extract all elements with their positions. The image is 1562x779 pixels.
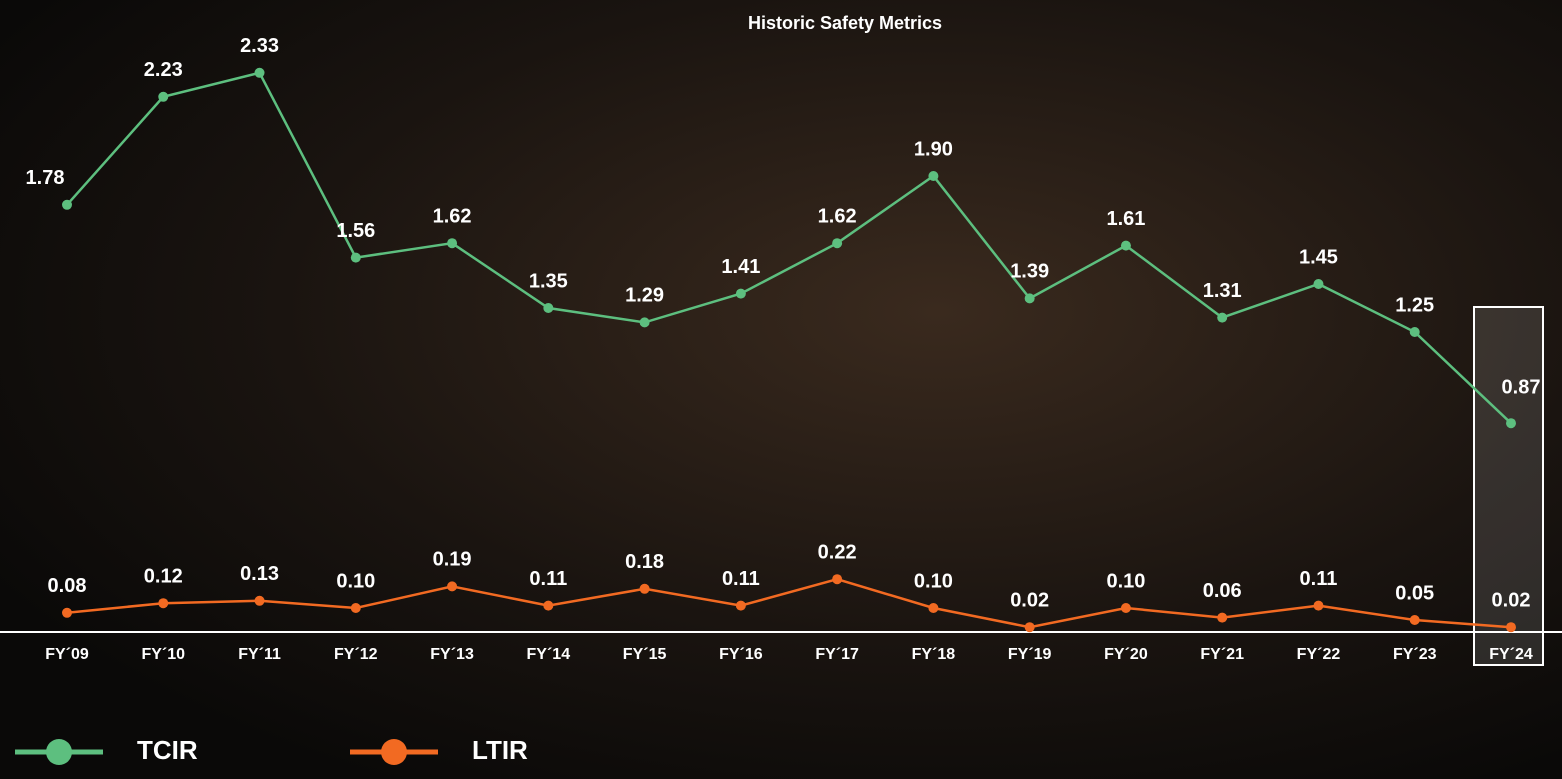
data-label: 2.23 bbox=[144, 59, 183, 81]
data-point bbox=[1025, 293, 1035, 303]
data-point bbox=[447, 238, 457, 248]
legend-marker bbox=[46, 739, 72, 765]
x-tick-label: FY´15 bbox=[623, 646, 667, 663]
data-label: 1.61 bbox=[1106, 208, 1145, 230]
x-tick-label: FY´18 bbox=[912, 646, 956, 663]
x-tick-label: FY´24 bbox=[1489, 646, 1533, 663]
chart-title: Historic Safety Metrics bbox=[748, 13, 942, 33]
data-point bbox=[158, 598, 168, 608]
x-tick-label: FY´14 bbox=[527, 646, 571, 663]
data-label: 1.39 bbox=[1010, 261, 1049, 283]
data-label: 0.02 bbox=[1010, 589, 1049, 611]
data-point bbox=[158, 92, 168, 102]
x-tick-label: FY´17 bbox=[815, 646, 859, 663]
data-point bbox=[928, 603, 938, 613]
data-label: 0.11 bbox=[1300, 568, 1338, 590]
legend-label: LTIR bbox=[472, 735, 528, 765]
data-label: 0.13 bbox=[240, 563, 279, 585]
data-point bbox=[62, 608, 72, 618]
data-point bbox=[1506, 418, 1516, 428]
data-label: 1.56 bbox=[336, 220, 375, 242]
x-tick-label: FY´09 bbox=[45, 646, 89, 663]
data-point bbox=[1313, 279, 1323, 289]
data-point bbox=[1217, 613, 1227, 623]
page: Historic Safety Metrics FY´09 FY´10 FY´11 F… bbox=[0, 0, 1562, 779]
data-point bbox=[351, 253, 361, 263]
data-label: 0.08 bbox=[48, 575, 87, 597]
data-point bbox=[928, 171, 938, 181]
x-tick-label: FY´19 bbox=[1008, 646, 1052, 663]
data-point bbox=[1121, 603, 1131, 613]
data-label: 1.29 bbox=[625, 285, 664, 307]
data-point bbox=[640, 584, 650, 594]
data-label: 0.87 bbox=[1502, 376, 1541, 398]
data-label: 0.11 bbox=[529, 568, 567, 590]
data-label: 0.12 bbox=[144, 565, 183, 587]
data-label: 1.31 bbox=[1203, 280, 1242, 302]
data-label: 0.02 bbox=[1492, 589, 1531, 611]
legend-label: TCIR bbox=[137, 735, 198, 765]
data-label: 1.25 bbox=[1395, 294, 1434, 316]
data-label: 1.62 bbox=[818, 205, 857, 227]
data-label: 0.06 bbox=[1203, 580, 1242, 602]
data-label: 2.33 bbox=[240, 35, 279, 57]
data-label: 0.10 bbox=[914, 570, 953, 592]
data-label: 0.18 bbox=[625, 551, 664, 573]
data-point bbox=[736, 289, 746, 299]
data-point bbox=[255, 68, 265, 78]
data-point bbox=[543, 601, 553, 611]
data-label: 0.10 bbox=[336, 570, 375, 592]
data-point bbox=[543, 303, 553, 313]
legend-marker bbox=[381, 739, 407, 765]
data-point bbox=[1217, 313, 1227, 323]
data-point bbox=[832, 238, 842, 248]
x-tick-label: FY´11 bbox=[238, 646, 281, 663]
data-point bbox=[447, 581, 457, 591]
data-point bbox=[351, 603, 361, 613]
chart: Historic Safety Metrics FY´09 FY´10 FY´11 F… bbox=[0, 0, 1562, 779]
data-label: 1.35 bbox=[529, 270, 568, 292]
data-label: 1.62 bbox=[433, 205, 472, 227]
data-point bbox=[1313, 601, 1323, 611]
x-tick-label: FY´10 bbox=[141, 646, 185, 663]
x-tick-label: FY´23 bbox=[1393, 646, 1437, 663]
x-tick-label: FY´16 bbox=[719, 646, 763, 663]
data-label: 0.19 bbox=[433, 549, 472, 571]
data-point bbox=[1506, 622, 1516, 632]
data-label: 0.10 bbox=[1106, 570, 1145, 592]
data-point bbox=[1025, 622, 1035, 632]
x-tick-label: FY´12 bbox=[334, 646, 378, 663]
data-label: 0.05 bbox=[1395, 582, 1434, 604]
data-point bbox=[62, 200, 72, 210]
x-tick-label: FY´20 bbox=[1104, 646, 1148, 663]
data-point bbox=[1121, 241, 1131, 251]
data-label: 1.90 bbox=[914, 138, 953, 160]
data-label: 1.45 bbox=[1299, 246, 1338, 268]
data-point bbox=[736, 601, 746, 611]
data-point bbox=[255, 596, 265, 606]
data-label: 0.22 bbox=[818, 541, 857, 563]
x-tick-label: FY´13 bbox=[430, 646, 474, 663]
data-label: 1.78 bbox=[26, 167, 65, 189]
x-tick-label: FY´21 bbox=[1200, 646, 1244, 663]
data-point bbox=[640, 317, 650, 327]
data-point bbox=[1410, 327, 1420, 337]
data-label: 0.11 bbox=[722, 568, 760, 590]
data-label: 1.41 bbox=[721, 256, 760, 278]
data-point bbox=[1410, 615, 1420, 625]
data-point bbox=[832, 574, 842, 584]
x-tick-label: FY´22 bbox=[1297, 646, 1341, 663]
